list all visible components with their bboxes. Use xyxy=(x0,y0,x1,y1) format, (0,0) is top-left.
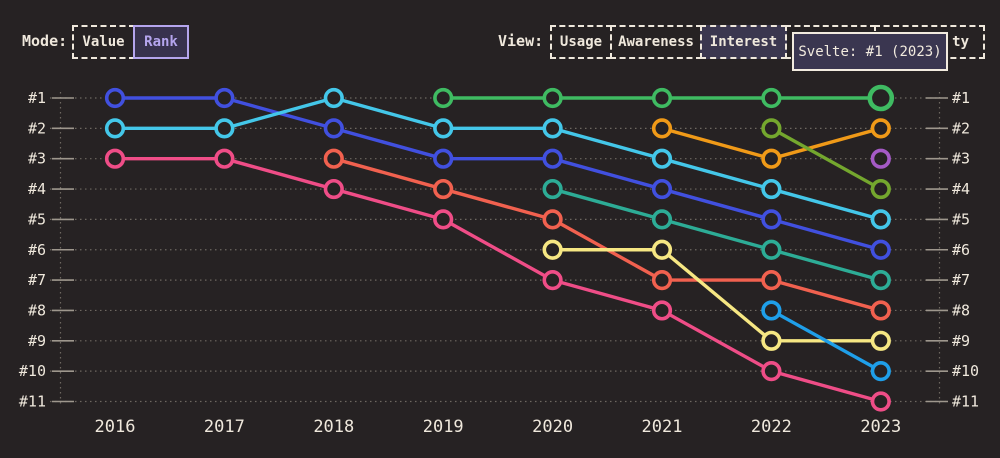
data-point-teal-2020[interactable] xyxy=(542,178,563,200)
data-point-pink-2018[interactable] xyxy=(323,178,344,200)
data-point-Svelte-2022[interactable] xyxy=(761,87,782,109)
data-point-blue-2018[interactable] xyxy=(323,118,344,139)
data-point-pink-2016[interactable] xyxy=(104,148,126,169)
view-button-interest[interactable]: Interest xyxy=(700,25,787,59)
data-point-cyan-2023[interactable] xyxy=(870,209,891,230)
series-line-teal xyxy=(550,187,883,282)
mode-label: Mode: xyxy=(22,32,68,50)
rank-label-right: #6 xyxy=(952,241,970,259)
chart-tooltip: Svelte: #1 (2023) xyxy=(792,32,948,71)
data-point-cyan-2021[interactable] xyxy=(651,148,673,169)
data-point-orange-2022[interactable] xyxy=(761,148,782,169)
series-line-pink xyxy=(113,156,883,404)
data-point-Svelte-2019[interactable] xyxy=(433,87,454,109)
series-line-cyan xyxy=(113,96,883,222)
rank-label-right: #11 xyxy=(952,393,979,411)
tooltip-text: Svelte: #1 (2023) xyxy=(798,43,942,60)
data-point-olive-2023[interactable] xyxy=(870,178,891,200)
rank-label-right: #5 xyxy=(952,210,970,228)
data-point-blue-2016[interactable] xyxy=(104,87,126,109)
data-point-pink-2019[interactable] xyxy=(433,209,454,230)
data-point-blue-2019[interactable] xyxy=(433,148,454,169)
data-point-pink-2022[interactable] xyxy=(761,361,782,382)
data-point-teal-2021[interactable] xyxy=(651,209,673,230)
year-label: 2020 xyxy=(532,417,573,437)
rank-label-left: #4 xyxy=(28,180,46,198)
data-point-olive-2022[interactable] xyxy=(761,118,782,139)
data-point-pink-2023[interactable] xyxy=(870,391,891,412)
rank-label-left: #10 xyxy=(19,362,46,380)
rank-label-left: #11 xyxy=(19,393,46,411)
rank-label-left: #1 xyxy=(28,89,46,107)
grid xyxy=(50,92,946,404)
rank-label-right: #2 xyxy=(952,119,970,137)
rank-label-right: #4 xyxy=(952,180,970,198)
data-point-orange-2021[interactable] xyxy=(651,118,673,139)
data-point-pink-2020[interactable] xyxy=(542,270,563,291)
rank-label-left: #8 xyxy=(28,301,46,319)
data-point-Svelte-2023[interactable] xyxy=(867,84,895,112)
data-point-pink-2021[interactable] xyxy=(651,300,673,321)
data-point-yellow-2023[interactable] xyxy=(870,330,891,351)
data-point-cyan-2019[interactable] xyxy=(433,118,454,139)
year-label: 2017 xyxy=(204,417,245,437)
data-point-orange-2023[interactable] xyxy=(870,118,891,139)
rank-label-left: #3 xyxy=(28,150,46,168)
rank-label-right: #8 xyxy=(952,301,970,319)
view-label: View: xyxy=(498,32,544,50)
series-line-blue xyxy=(113,96,883,252)
data-point-salmon-2022[interactable] xyxy=(761,270,782,291)
rank-label-right: #3 xyxy=(952,150,970,168)
data-point-yellow-2021[interactable] xyxy=(651,239,673,260)
data-point-cyan-2017[interactable] xyxy=(214,118,235,139)
mode-button-rank[interactable]: Rank xyxy=(133,25,189,59)
data-point-blue-2017[interactable] xyxy=(214,87,235,109)
data-point-teal-2022[interactable] xyxy=(761,239,782,260)
data-point-yellow-2022[interactable] xyxy=(761,330,782,351)
rank-label-left: #6 xyxy=(28,241,46,259)
series-line-salmon xyxy=(332,156,883,313)
rank-label-left: #2 xyxy=(28,119,46,137)
data-point-Svelte-2020[interactable] xyxy=(542,87,563,109)
data-point-purple-2023[interactable] xyxy=(870,148,891,169)
data-point-blue-2021[interactable] xyxy=(651,178,673,200)
rank-label-left: #7 xyxy=(28,271,46,289)
data-point-salmon-2019[interactable] xyxy=(433,178,454,200)
data-point-yellow-2020[interactable] xyxy=(542,239,563,260)
data-point-cyan-2022[interactable] xyxy=(761,178,782,200)
rank-label-left: #5 xyxy=(28,210,46,228)
data-point-cyan-2018[interactable] xyxy=(323,87,344,109)
data-point-Svelte-2021[interactable] xyxy=(651,87,673,109)
data-point-cyan-2020[interactable] xyxy=(542,118,563,139)
data-point-sky-2023[interactable] xyxy=(870,361,891,382)
data-point-salmon-2018[interactable] xyxy=(323,148,344,169)
series-line-sky xyxy=(769,308,883,373)
data-point-blue-2020[interactable] xyxy=(542,148,563,169)
year-label: 2021 xyxy=(642,417,683,437)
data-point-blue-2023[interactable] xyxy=(870,239,891,260)
rank-label-right: #10 xyxy=(952,362,979,380)
year-label: 2018 xyxy=(313,417,354,437)
year-label: 2016 xyxy=(95,417,136,437)
data-point-pink-2017[interactable] xyxy=(214,148,235,169)
series-line-olive xyxy=(769,126,883,191)
rank-label-left: #9 xyxy=(28,332,46,350)
data-point-sky-2022[interactable] xyxy=(761,300,782,321)
data-point-salmon-2020[interactable] xyxy=(542,209,563,230)
rank-label-right: #1 xyxy=(952,89,970,107)
year-label: 2019 xyxy=(423,417,464,437)
data-point-cyan-2016[interactable] xyxy=(104,118,126,139)
data-point-salmon-2021[interactable] xyxy=(651,270,673,291)
rank-label-right: #7 xyxy=(952,271,970,289)
year-label: 2022 xyxy=(751,417,792,437)
data-point-blue-2022[interactable] xyxy=(761,209,782,230)
rank-label-right: #9 xyxy=(952,332,970,350)
data-point-salmon-2023[interactable] xyxy=(870,300,891,321)
data-point-teal-2023[interactable] xyxy=(870,270,891,291)
year-label: 2023 xyxy=(860,417,901,437)
